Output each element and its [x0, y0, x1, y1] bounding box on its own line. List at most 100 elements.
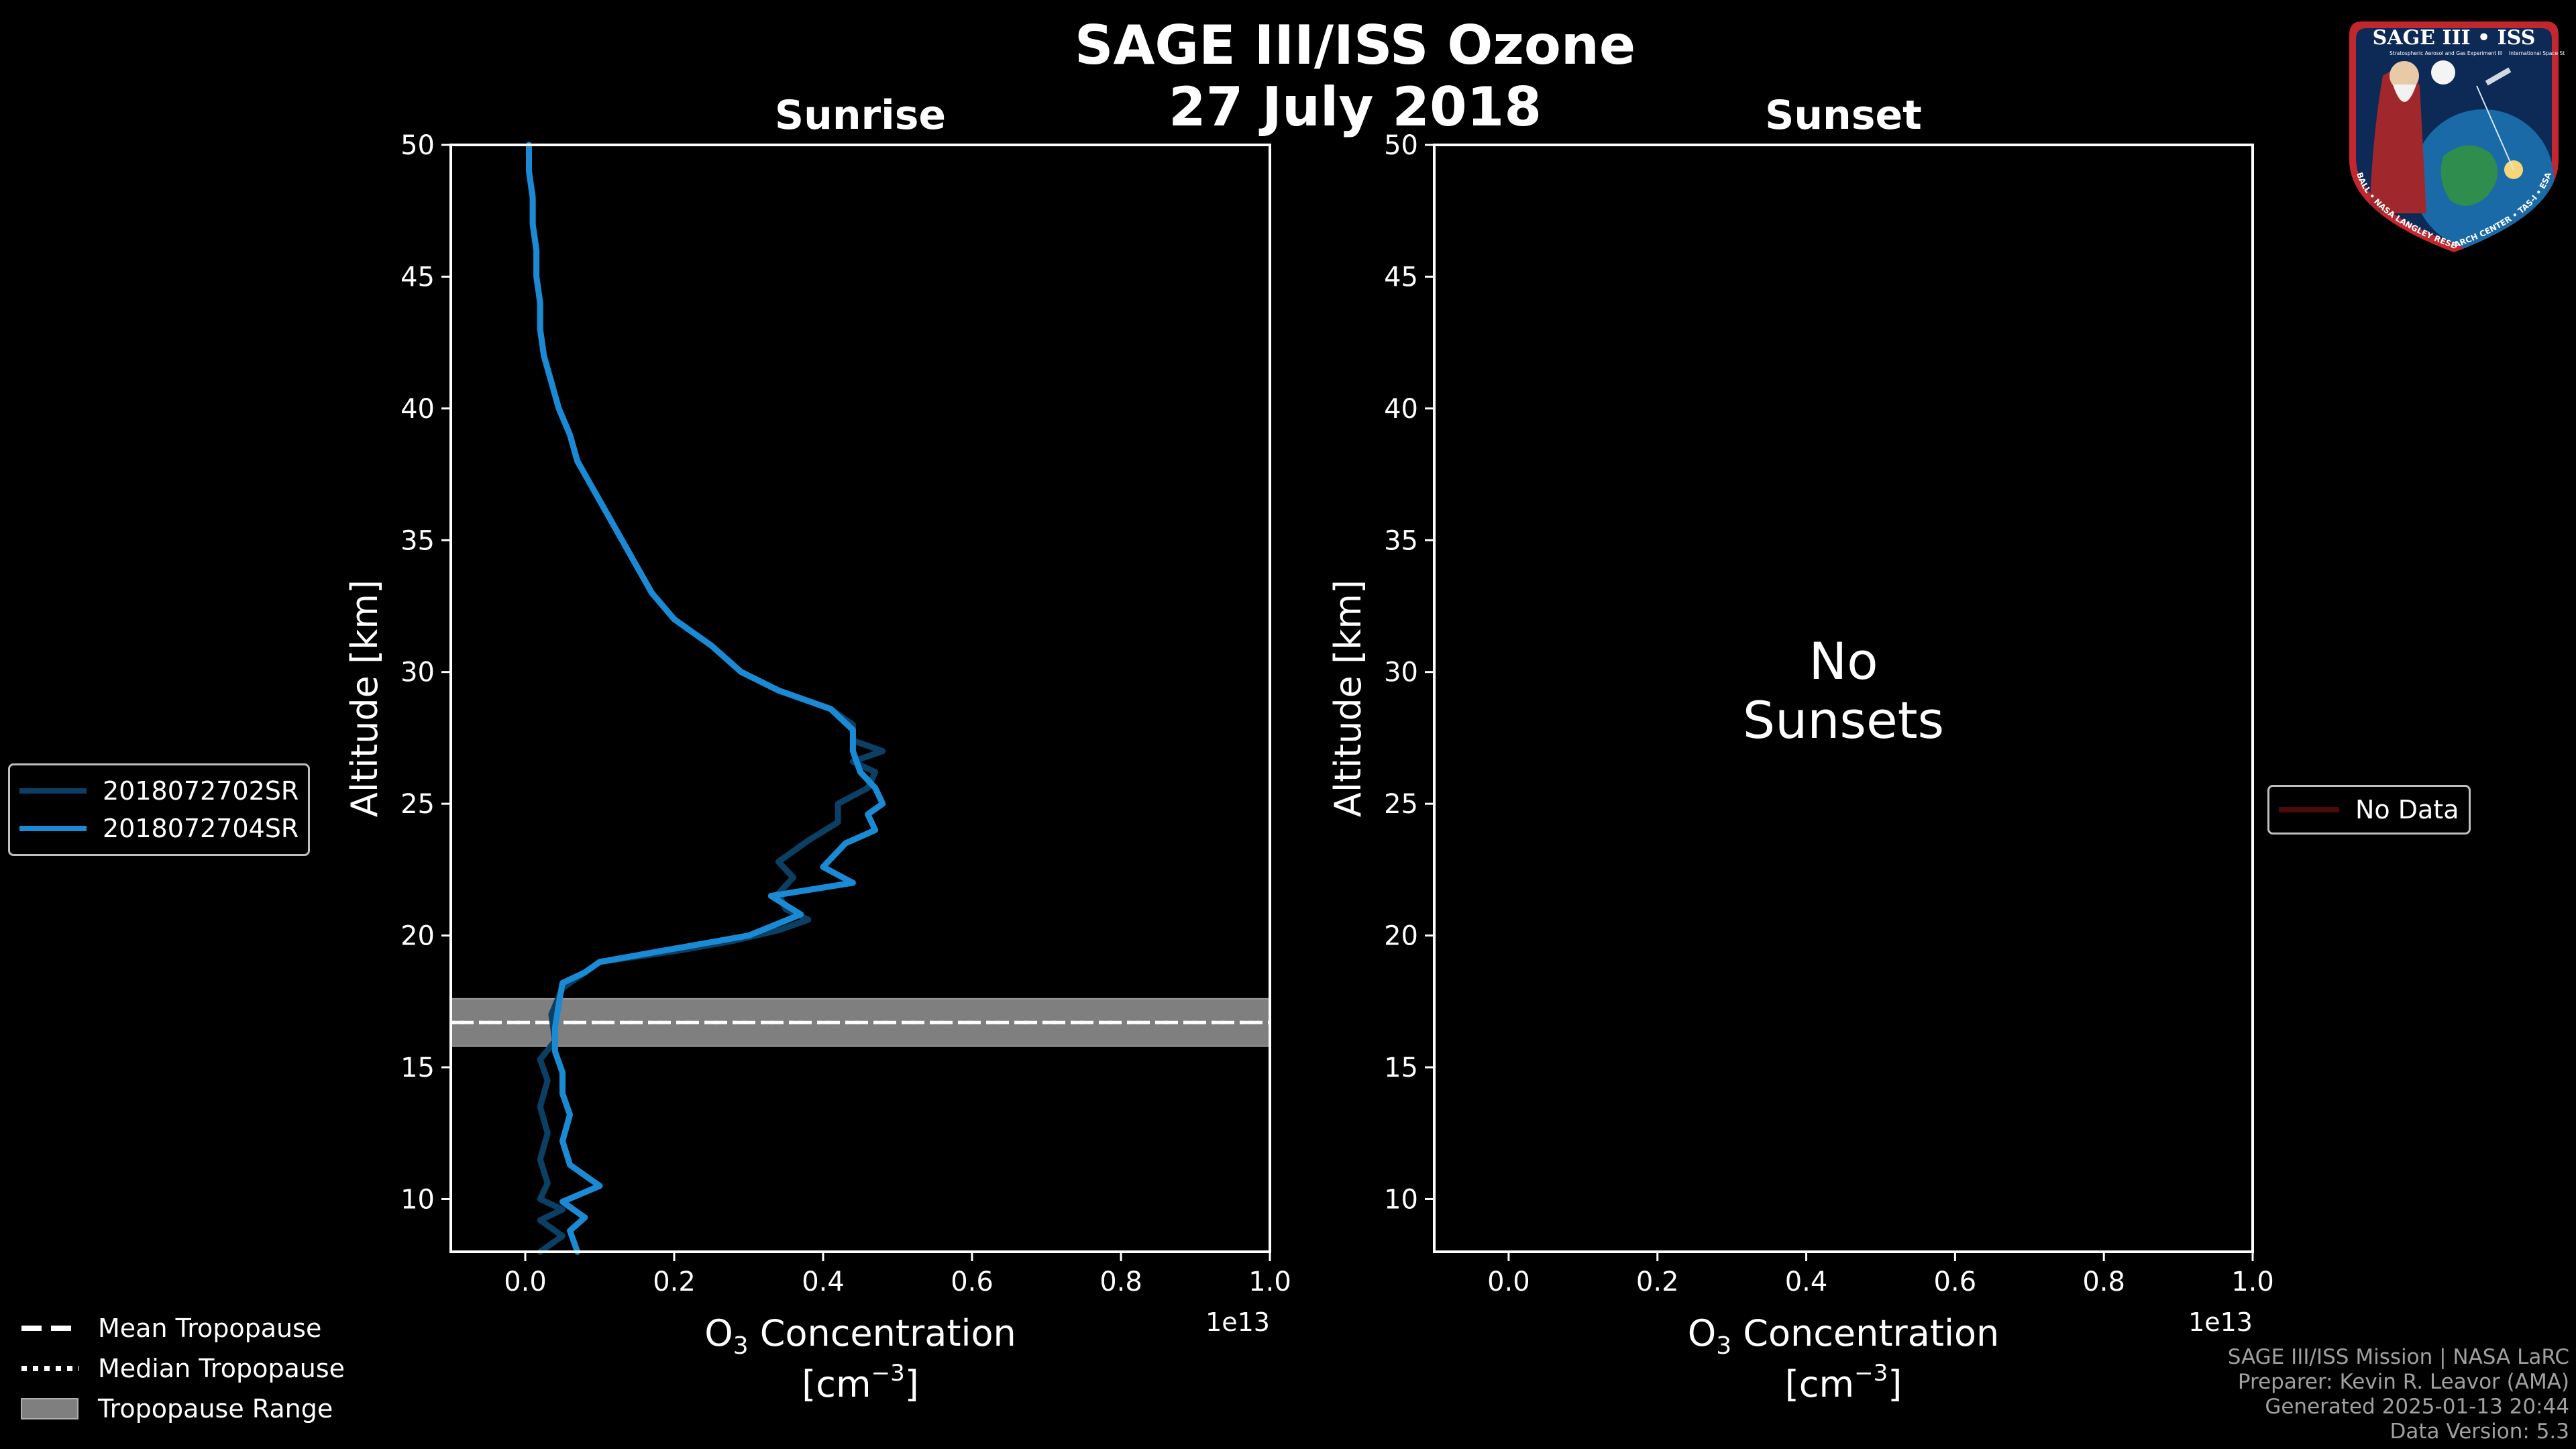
credits-line-2: Preparer: Kevin R. Leavor (AMA) — [2237, 1370, 2569, 1394]
wizard-beard-shape — [2393, 85, 2416, 102]
x-axis-label-subscript: 3 — [1716, 1332, 1731, 1360]
series-line-2018072704SR — [526, 142, 886, 1255]
title-line-2: 27 July 2018 — [1169, 76, 1542, 138]
x-tick-label: 1.0 — [1248, 1267, 1291, 1297]
x-axis-unit-close: ] — [905, 1363, 919, 1405]
panel-title: Sunset — [1765, 92, 1922, 139]
legend-entry-no-data: No Data — [2279, 791, 2459, 828]
x-tick-label: 0.8 — [2082, 1267, 2125, 1297]
credits-line-4: Data Version: 5.3 — [2390, 1419, 2569, 1444]
legend-swatch — [19, 826, 87, 831]
y-tick-label: 30 — [400, 657, 435, 688]
plot-area — [1434, 145, 2253, 1252]
y-tick-label: 30 — [1384, 657, 1418, 688]
y-tick-label: 10 — [400, 1184, 435, 1215]
iss-shape — [2485, 67, 2512, 86]
y-tick-label: 45 — [1384, 262, 1418, 292]
x-axis-unit-text: [cm — [1785, 1363, 1854, 1405]
moon-shape — [2431, 60, 2455, 85]
legend-entry-mean-tropopause: Mean Tropopause — [20, 1308, 345, 1348]
x-axis-unit-label: [cm−3] — [1785, 1360, 1902, 1405]
x-tick-label: 0.4 — [802, 1267, 845, 1297]
dashed-line-swatch — [21, 1326, 79, 1331]
x-tick-label: 0.2 — [653, 1267, 696, 1297]
figure-title: SAGE III/ISS Ozone 27 July 2018 — [939, 15, 1771, 138]
x-axis-label-symbol: O — [704, 1312, 733, 1354]
no-sunsets-annotation-line-2: Sunsets — [1743, 690, 1944, 750]
x-tick-label: 0.2 — [1636, 1267, 1679, 1297]
y-tick-label: 50 — [1384, 130, 1418, 161]
x-axis-unit-close: ] — [1888, 1363, 1902, 1405]
x-tick-label: 0.4 — [1785, 1267, 1828, 1297]
x-tick-label: 0.0 — [1487, 1267, 1530, 1297]
no-sunsets-annotation-line-1: No — [1809, 631, 1878, 691]
tropopause-legend: Mean Tropopause Median Tropopause Tropop… — [20, 1308, 345, 1429]
x-axis-label-text: Concentration — [749, 1312, 1016, 1354]
y-axis-label: Altitude [km] — [1327, 580, 1369, 817]
wizard-robe-shape — [2369, 69, 2426, 213]
y-tick-label: 45 — [400, 262, 435, 292]
x-tick-label: 0.6 — [1934, 1267, 1977, 1297]
y-tick-label: 10 — [1384, 1184, 1418, 1215]
x-tick-label: 1.0 — [2231, 1267, 2274, 1297]
badge-title: SAGE III • ISS — [2373, 26, 2536, 50]
y-tick-label: 35 — [400, 525, 435, 556]
legend-label: No Data — [2355, 795, 2459, 824]
credits-line-3: Generated 2025-01-13 20:44 — [2265, 1395, 2569, 1419]
x-axis-unit-text: [cm — [802, 1363, 871, 1405]
badge-subtitle-left: Stratospheric Aerosol and Gas Experiment… — [2390, 50, 2502, 56]
legend-entry-2018072702SR: 2018072702SR — [19, 772, 299, 810]
sunset-panel: 0.0 0.2 0.4 0.6 0.8 1.0 10 15 20 25 30 35 40 45 50 1e13… — [1327, 92, 2274, 1405]
x-axis-label-subscript: 3 — [733, 1332, 749, 1360]
x-axis-unit-exponent: −3 — [871, 1360, 905, 1387]
x-axis-label-symbol: O — [1688, 1312, 1717, 1354]
x-axis-unit-label: [cm−3] — [802, 1360, 919, 1405]
y-tick-label: 15 — [1384, 1053, 1418, 1083]
x-axis-label-text: Concentration — [1731, 1312, 1999, 1354]
x-axis-unit-exponent: −3 — [1854, 1360, 1888, 1387]
dotted-line-swatch — [21, 1366, 79, 1371]
y-tick-label: 35 — [1384, 525, 1418, 556]
legend-entry-median-tropopause: Median Tropopause — [20, 1348, 345, 1389]
y-tick-label: 15 — [400, 1053, 435, 1083]
x-tick-label: 0.6 — [951, 1267, 994, 1297]
legend-label: Mean Tropopause — [98, 1313, 322, 1343]
sightline-shape — [2476, 85, 2514, 170]
y-tick-label: 50 — [400, 130, 435, 161]
legend-label: 2018072704SR — [103, 814, 299, 843]
sunrise-legend: 2018072702SR 2018072704SR — [8, 763, 311, 856]
x-tick-label: 0.8 — [1099, 1267, 1142, 1297]
y-axis-label: Altitude [km] — [343, 580, 386, 817]
x-scale-label: 1e13 — [1205, 1307, 1270, 1337]
y-tick-label: 40 — [400, 394, 435, 425]
wizard-face-shape — [2390, 61, 2419, 91]
y-tick-label: 40 — [1384, 394, 1418, 425]
sunset-legend: No Data — [2267, 785, 2471, 835]
sunrise-panel: 0.0 0.2 0.4 0.6 0.8 1.0 10 15 20 25 30 35 40 45 50 1e13… — [343, 92, 1291, 1405]
x-axis-label: O3 Concentration — [704, 1312, 1016, 1360]
x-scale-label: 1e13 — [2188, 1307, 2253, 1337]
legend-entry-tropopause-range: Tropopause Range — [20, 1389, 345, 1429]
plot-frame — [449, 144, 1271, 1253]
y-tick-label: 20 — [400, 921, 435, 952]
y-tick-label: 25 — [400, 789, 435, 820]
legend-label: 2018072702SR — [103, 776, 299, 806]
credits-line-1: SAGE III/ISS Mission | NASA LaRC — [2227, 1345, 2569, 1369]
earth-continent-shape — [2440, 145, 2498, 206]
legend-swatch — [19, 788, 87, 794]
legend-label: Tropopause Range — [98, 1394, 333, 1424]
x-axis-label: O3 Concentration — [1688, 1312, 2000, 1360]
credits: SAGE III/ISS Mission | NASA LaRC Prepare… — [2228, 1345, 2569, 1444]
panel-title: Sunrise — [775, 92, 946, 139]
legend-label: Median Tropopause — [98, 1354, 345, 1383]
y-tick-label: 20 — [1384, 921, 1418, 952]
legend-entry-2018072704SR: 2018072704SR — [19, 810, 299, 847]
band-swatch — [21, 1398, 78, 1419]
legend-swatch — [2279, 807, 2339, 812]
badge-subtitle-right: International Space Station — [2509, 50, 2565, 56]
sage-iii-iss-badge: SAGE III • ISS Stratospheric Aerosol and… — [2349, 21, 2565, 252]
x-tick-label: 0.0 — [504, 1267, 547, 1297]
y-tick-label: 25 — [1384, 789, 1418, 820]
title-line-1: SAGE III/ISS Ozone — [1074, 14, 1636, 76]
